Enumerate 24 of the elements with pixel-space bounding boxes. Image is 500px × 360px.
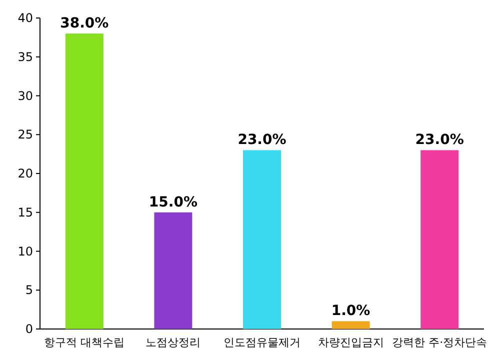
bar [154,212,192,329]
y-tick-label: 0 [25,322,33,336]
x-tick-label: 노점상정리 [146,336,201,349]
data-label: 38.0% [60,16,109,32]
y-tick-label: 5 [25,283,33,298]
data-label: 23.0% [238,132,286,148]
bar [332,321,370,329]
y-tick-label: 40 [18,11,33,25]
data-label: 15.0% [148,194,198,210]
y-tick-label: 35 [18,50,33,64]
y-tick-label: 10 [18,244,33,258]
x-tick-label: 강력한 주·정차단속 [392,336,488,349]
bar [65,34,104,329]
y-tick-label: 30 [18,88,33,103]
y-tick-label: 15 [18,205,33,220]
data-label: 1.0% [331,303,370,320]
x-tick-label: 차량진입금지 [318,336,384,349]
x-tick-label: 인도점유물제거 [224,336,300,349]
y-tick-label: 25 [18,128,33,142]
bar [243,150,281,329]
x-tick-label: 항구적 대책수립 [44,336,125,349]
data-label: 23.0% [415,132,464,148]
bar [420,150,459,329]
y-tick-label: 20 [18,166,33,180]
